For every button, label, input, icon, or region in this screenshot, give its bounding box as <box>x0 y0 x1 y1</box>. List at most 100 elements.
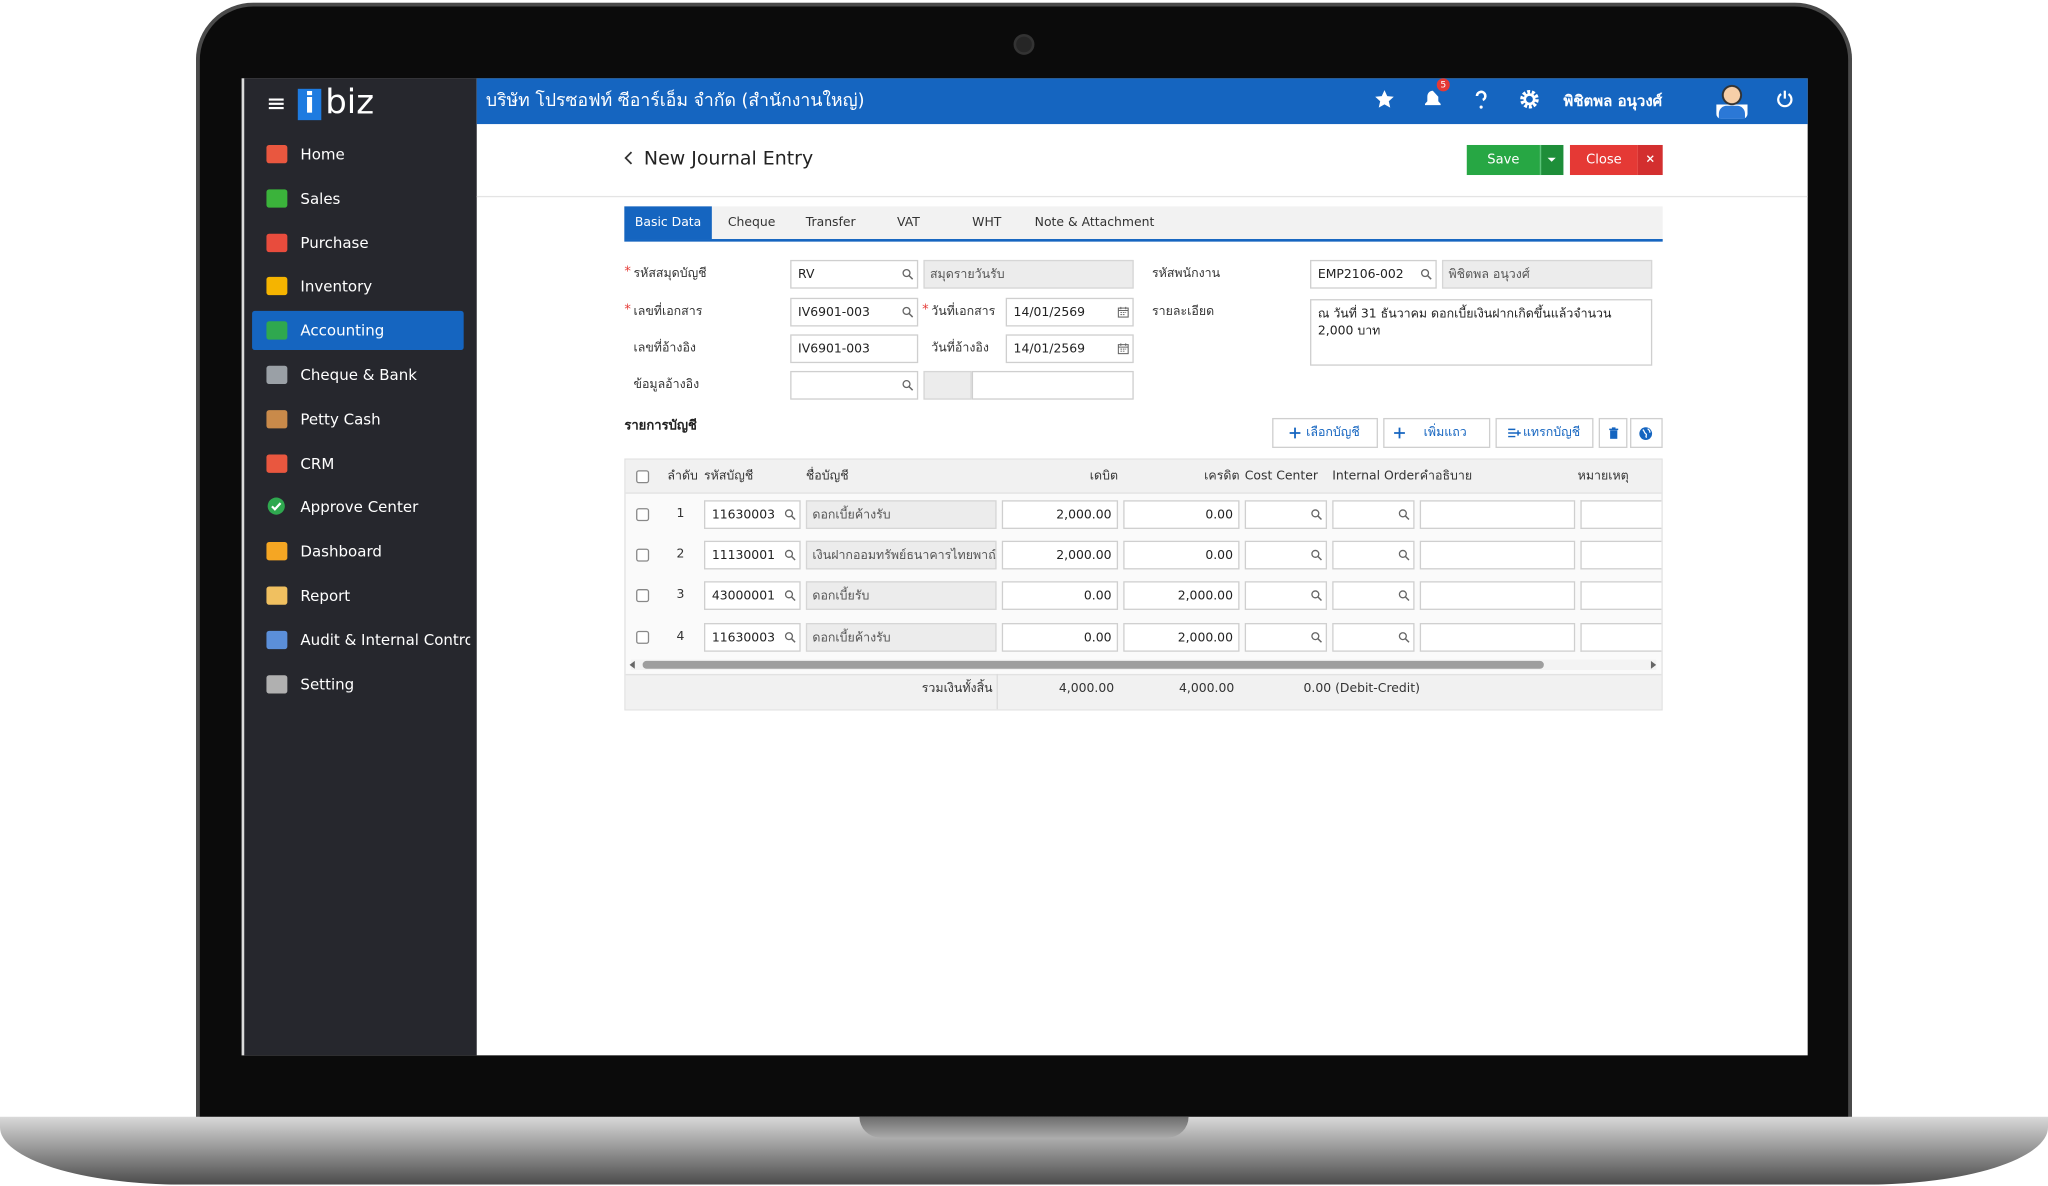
menu-item[interactable]: Home <box>300 144 345 164</box>
menu-item[interactable]: Petty Cash <box>300 409 381 429</box>
menu-item[interactable]: CRM <box>300 453 335 473</box>
menu-item[interactable]: Dashboard <box>300 542 382 561</box>
globe-button[interactable] <box>1630 417 1663 448</box>
remark[interactable] <box>1580 623 1662 652</box>
menu-item[interactable]: Sales <box>300 189 341 208</box>
textarea[interactable]: ณ วันที่ 31 ธันวาคม ดอกเบี้ยเงินฝากเกิดข… <box>1310 299 1653 366</box>
tab[interactable]: VAT <box>896 215 920 230</box>
section-title: รายการบัญชี <box>624 419 697 434</box>
button-label: เลือกบัญชี <box>1306 425 1360 441</box>
field-label: รหัสสมุดบัญชี <box>633 266 707 281</box>
account-code[interactable]: 11130001 <box>703 540 801 570</box>
account-code[interactable]: 11630003 <box>703 623 801 652</box>
internal-order[interactable] <box>1332 581 1415 610</box>
close-icon <box>1646 155 1654 163</box>
description[interactable] <box>1419 540 1576 570</box>
calendar-icon <box>1117 306 1129 318</box>
account-name: ดอกเบี้ยค้างรับ <box>805 623 997 652</box>
credit[interactable]: 0.00 <box>1123 500 1240 529</box>
menu-item[interactable]: Inventory <box>300 277 373 296</box>
tab[interactable]: Cheque <box>727 215 776 230</box>
search-icon <box>784 549 796 561</box>
internal-order[interactable] <box>1332 540 1415 570</box>
divider <box>476 195 1808 198</box>
description[interactable] <box>1419 500 1576 529</box>
field-label: เลขที่เอกสาร <box>633 304 703 319</box>
button-label: เพิ่มแถว <box>1423 425 1467 441</box>
save-button[interactable]: Save <box>1466 144 1540 176</box>
close-button[interactable]: Close <box>1569 144 1638 176</box>
menu-icon <box>266 233 288 252</box>
debit[interactable]: 0.00 <box>1001 623 1119 652</box>
tab[interactable]: Note & Attachment <box>1034 215 1155 230</box>
field-label: เลขที่อ้างอิง <box>633 340 696 356</box>
notification-badge: 5 <box>1436 78 1450 92</box>
button-label: แทรกบัญชี <box>1522 425 1581 441</box>
search-icon <box>784 590 796 602</box>
total-debit: 4,000.00 <box>1058 681 1115 697</box>
text-input[interactable] <box>790 370 919 400</box>
search-icon <box>1311 509 1322 521</box>
text-input[interactable]: IV6901-003 <box>790 297 919 327</box>
debit[interactable]: 2,000.00 <box>1001 540 1119 570</box>
credit[interactable]: 2,000.00 <box>1123 581 1240 610</box>
row-checkbox[interactable] <box>636 548 650 562</box>
search-icon <box>1420 268 1432 280</box>
row-checkbox[interactable] <box>636 508 650 522</box>
trash-icon <box>1609 427 1619 439</box>
menu-item[interactable]: Audit & Internal Control <box>300 630 471 649</box>
ref-info-code <box>923 370 972 400</box>
tab[interactable]: Basic Data <box>624 206 712 240</box>
avatar-body <box>1718 105 1745 119</box>
cost-center[interactable] <box>1244 500 1328 529</box>
remark[interactable] <box>1580 500 1662 529</box>
account-name: เงินฝากออมทรัพย์ธนาคารไทยพาณิ <box>805 540 997 570</box>
search-icon <box>1311 549 1322 561</box>
search-icon <box>1311 590 1322 602</box>
menu-item[interactable]: Report <box>300 586 351 605</box>
text-input[interactable]: 14/01/2569 <box>1005 297 1134 327</box>
description[interactable] <box>1419 623 1576 652</box>
search-icon <box>1398 632 1410 643</box>
credit[interactable]: 2,000.00 <box>1123 623 1240 652</box>
account-code[interactable]: 43000001 <box>703 581 801 610</box>
cost-center[interactable] <box>1244 623 1328 652</box>
menu-item[interactable]: Cheque & Bank <box>300 365 417 384</box>
text-input[interactable]: RV <box>790 259 919 289</box>
button-icon <box>1508 428 1521 438</box>
total-divider <box>996 673 998 710</box>
row-checkbox[interactable] <box>636 630 650 644</box>
menu-item[interactable]: Accounting <box>300 321 385 340</box>
account-name: ดอกเบี้ยรับ <box>805 581 997 610</box>
back-button <box>624 151 633 165</box>
description[interactable] <box>1419 581 1576 610</box>
tab[interactable]: WHT <box>972 215 1002 230</box>
ref-info-text[interactable] <box>971 370 1134 400</box>
field-label: ข้อมูลอ้างอิง <box>633 377 700 392</box>
notification-button <box>1424 90 1441 106</box>
internal-order[interactable] <box>1332 623 1415 652</box>
delete-button[interactable] <box>1598 417 1628 448</box>
top-bar <box>476 78 1808 125</box>
text-input[interactable]: IV6901-003 <box>790 334 919 364</box>
text-input[interactable]: EMP2106-002 <box>1310 259 1437 289</box>
checkbox[interactable] <box>636 470 650 484</box>
debit[interactable]: 0.00 <box>1001 581 1119 610</box>
internal-order[interactable] <box>1332 500 1415 529</box>
row-checkbox[interactable] <box>636 589 650 603</box>
debit[interactable]: 2,000.00 <box>1001 500 1119 529</box>
text-input[interactable]: 14/01/2569 <box>1005 334 1134 364</box>
cost-center[interactable] <box>1244 540 1328 570</box>
account-code[interactable]: 11630003 <box>703 500 801 529</box>
menu-item[interactable]: Approve Center <box>300 498 419 517</box>
menu-item[interactable]: Purchase <box>300 233 369 252</box>
scrollbar-thumb[interactable] <box>642 660 1544 669</box>
tab[interactable]: Transfer <box>805 215 856 230</box>
remark[interactable] <box>1580 540 1662 570</box>
remark[interactable] <box>1580 581 1662 610</box>
menu-item[interactable]: Setting <box>300 674 355 694</box>
credit[interactable]: 0.00 <box>1123 540 1240 570</box>
cost-center[interactable] <box>1244 581 1328 610</box>
row-number: 1 <box>676 506 685 522</box>
account-name: ดอกเบี้ยค้างรับ <box>805 500 997 529</box>
